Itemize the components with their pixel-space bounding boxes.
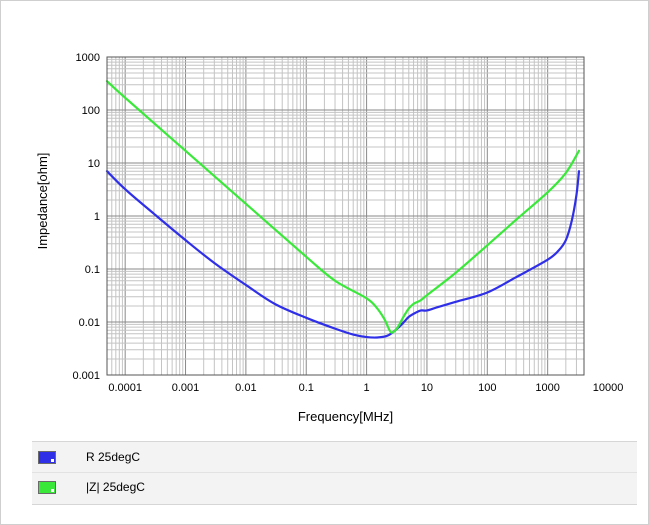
impedance-chart: 0.0001 0.001 0.01 0.1 1 10 100 1000 10000 0.001 0.… — [35, 52, 623, 424]
x-tick-label: 1000 — [535, 382, 559, 394]
x-tick-label: 0.001 — [172, 382, 200, 394]
legend-item-z[interactable]: |Z| 25degC — [32, 474, 637, 502]
y-tick-label: 10 — [88, 158, 100, 170]
y-tick-label: 100 — [82, 105, 100, 117]
plot-border — [106, 56, 585, 376]
y-tick-label: 1 — [94, 211, 100, 223]
legend-item-r[interactable]: R 25degC — [32, 444, 637, 473]
legend-swatch-z — [38, 481, 56, 494]
series-layer — [105, 80, 581, 339]
x-tick-label: 10 — [421, 382, 433, 394]
legend-swatch-r — [38, 451, 56, 464]
y-tick-label: 1000 — [76, 52, 100, 64]
series-line-1 — [105, 80, 581, 334]
y-axis-label: Impedance[ohm] — [35, 153, 50, 250]
x-tick-label: 0.1 — [299, 382, 314, 394]
x-tick-label: 1 — [364, 382, 370, 394]
legend: R 25degC |Z| 25degC — [32, 441, 637, 505]
legend-label-z: |Z| 25degC — [86, 480, 145, 494]
x-tick-label: 10000 — [593, 382, 624, 394]
x-tick-label: 0.0001 — [108, 382, 142, 394]
series-line-0 — [105, 170, 581, 339]
y-tick-label: 0.1 — [85, 264, 100, 276]
y-tick-label: 0.001 — [72, 370, 100, 382]
x-tick-label: 100 — [478, 382, 496, 394]
grid — [107, 57, 584, 375]
legend-label-r: R 25degC — [86, 450, 141, 464]
x-axis-label: Frequency[MHz] — [298, 409, 393, 424]
x-tick-label: 0.01 — [235, 382, 256, 394]
y-tick-label: 0.01 — [79, 317, 100, 329]
tick-labels: 0.0001 0.001 0.01 0.1 1 10 100 1000 10000 0.001 0.… — [72, 52, 623, 394]
